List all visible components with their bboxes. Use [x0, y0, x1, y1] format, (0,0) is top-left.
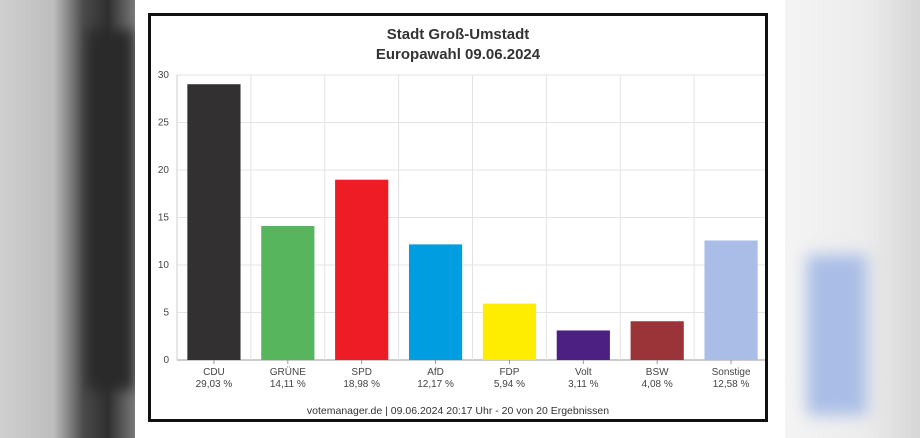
y-tick-label: 20 — [158, 165, 170, 176]
bar-fdp — [482, 303, 537, 360]
bar-sonstige — [704, 240, 758, 360]
x-tick-label: FDP — [499, 367, 519, 378]
y-tick-label: 10 — [158, 260, 170, 271]
y-tick-label: 0 — [163, 355, 169, 366]
bar-afd — [408, 244, 463, 360]
bar-value-label: 14,11 % — [270, 379, 306, 390]
bar-value-label: 18,98 % — [343, 379, 380, 390]
x-tick-label: CDU — [203, 367, 225, 378]
background-blur-shape — [807, 255, 867, 415]
bar-volt — [556, 330, 610, 360]
bar-value-label: 5,94 % — [494, 379, 525, 390]
background-blur-shape — [88, 30, 133, 390]
x-tick-label: SPD — [351, 367, 372, 378]
bar-value-label: 29,03 % — [196, 379, 233, 390]
bar-cdu — [187, 84, 241, 360]
chart-frame: Stadt Groß-Umstadt Europawahl 09.06.2024… — [148, 13, 768, 422]
x-tick-label: Volt — [575, 367, 592, 378]
chart-subtitle: Europawahl 09.06.2024 — [375, 46, 541, 63]
chart-footer: votemanager.de | 09.06.2024 20:17 Uhr - … — [306, 405, 610, 417]
y-tick-label: 5 — [163, 308, 169, 319]
bar-value-label: 12,58 % — [713, 379, 750, 390]
background-left — [0, 0, 135, 438]
y-tick-label: 30 — [158, 70, 170, 81]
bar-value-label: 12,17 % — [417, 379, 454, 390]
y-tick-label: 25 — [158, 118, 170, 129]
background-right — [785, 0, 920, 438]
bar-value-label: 4,08 % — [642, 379, 673, 390]
x-tick-label: Sonstige — [712, 367, 751, 378]
x-tick-label: BSW — [646, 367, 669, 378]
x-tick-label: GRÜNE — [270, 366, 306, 378]
x-tick-label: AfD — [427, 367, 444, 378]
bar-grüne — [261, 225, 315, 360]
bar-bsw — [630, 321, 684, 360]
chart-title: Stadt Groß-Umstadt — [386, 26, 530, 43]
y-tick-label: 15 — [158, 213, 170, 224]
bar-spd — [335, 179, 389, 360]
bar-value-label: 3,11 % — [568, 379, 598, 390]
